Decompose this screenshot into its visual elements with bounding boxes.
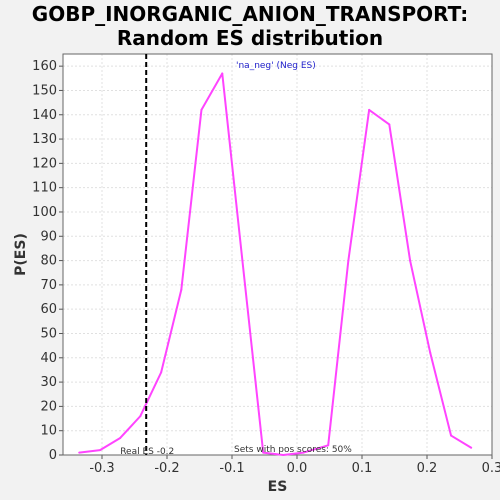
y-tick-label: 160 — [32, 59, 57, 74]
data-point — [302, 451, 305, 454]
data-point — [282, 454, 285, 456]
y-tick-label: 70 — [40, 278, 57, 293]
data-point — [429, 351, 432, 354]
chart-title-line2: Random ES distribution — [116, 26, 384, 50]
x-tick-label: 0.1 — [352, 461, 373, 476]
annotations: Real ES -0.2 'na_neg' (Neg ES) Sets with p… — [120, 54, 352, 457]
data-point — [241, 259, 244, 262]
y-tick-label: 100 — [32, 205, 57, 220]
plot-area — [63, 54, 492, 455]
x-tick-label: -0.2 — [154, 461, 179, 476]
y-tick-label: 130 — [32, 132, 57, 147]
neg-es-label: 'na_neg' (Neg ES) — [236, 61, 316, 71]
data-point — [78, 451, 81, 454]
series-line — [79, 72, 472, 456]
y-tick-label: 60 — [40, 302, 57, 317]
y-tick-label: 80 — [40, 254, 57, 269]
chart-title: GOBP_INORGANIC_ANION_TRANSPORT: Random E… — [0, 2, 500, 50]
x-tick-label: 0.3 — [482, 461, 500, 476]
y-tick-label: 40 — [40, 351, 57, 366]
y-tick-label: 0 — [49, 448, 57, 463]
chart-title-line1: GOBP_INORGANIC_ANION_TRANSPORT: — [31, 2, 469, 26]
pos-scores-label: Sets with pos scores: 50% — [234, 445, 352, 455]
y-tick-label: 120 — [32, 156, 57, 171]
data-point — [450, 434, 453, 437]
x-tick-label: 0.2 — [417, 461, 438, 476]
y-tick-label: 30 — [40, 375, 57, 390]
x-tick-label: -0.1 — [219, 461, 244, 476]
y-tick-label: 110 — [32, 181, 57, 196]
data-point — [327, 444, 330, 447]
y-tick-label: 140 — [32, 108, 57, 123]
data-point — [221, 72, 224, 75]
data-point — [200, 108, 203, 111]
x-axis-label: ES — [268, 479, 288, 495]
data-point — [470, 446, 473, 449]
x-tick-label: -0.3 — [89, 461, 114, 476]
y-tick-label: 50 — [40, 326, 57, 341]
data-point — [409, 259, 412, 262]
data-point — [388, 123, 391, 126]
data-point — [119, 436, 122, 439]
data-point — [160, 371, 163, 374]
x-tick-label: 0.0 — [287, 461, 308, 476]
data-point — [180, 288, 183, 291]
y-tick-label: 150 — [32, 83, 57, 98]
axes: 0 10 20 30 40 50 60 70 80 90 100 110 120 130 140 150 160… — [32, 53, 500, 476]
data-point — [262, 451, 265, 454]
real-es-label: Real ES -0.2 — [120, 447, 174, 457]
data-point — [368, 108, 371, 111]
data-point — [99, 449, 102, 452]
y-tick-label: 90 — [40, 229, 57, 244]
data-point — [347, 259, 350, 262]
y-tick-label: 10 — [40, 424, 57, 439]
series-layer — [78, 72, 473, 456]
data-point — [139, 415, 142, 418]
y-tick-label: 20 — [40, 399, 57, 414]
y-axis-label: P(ES) — [13, 233, 29, 276]
